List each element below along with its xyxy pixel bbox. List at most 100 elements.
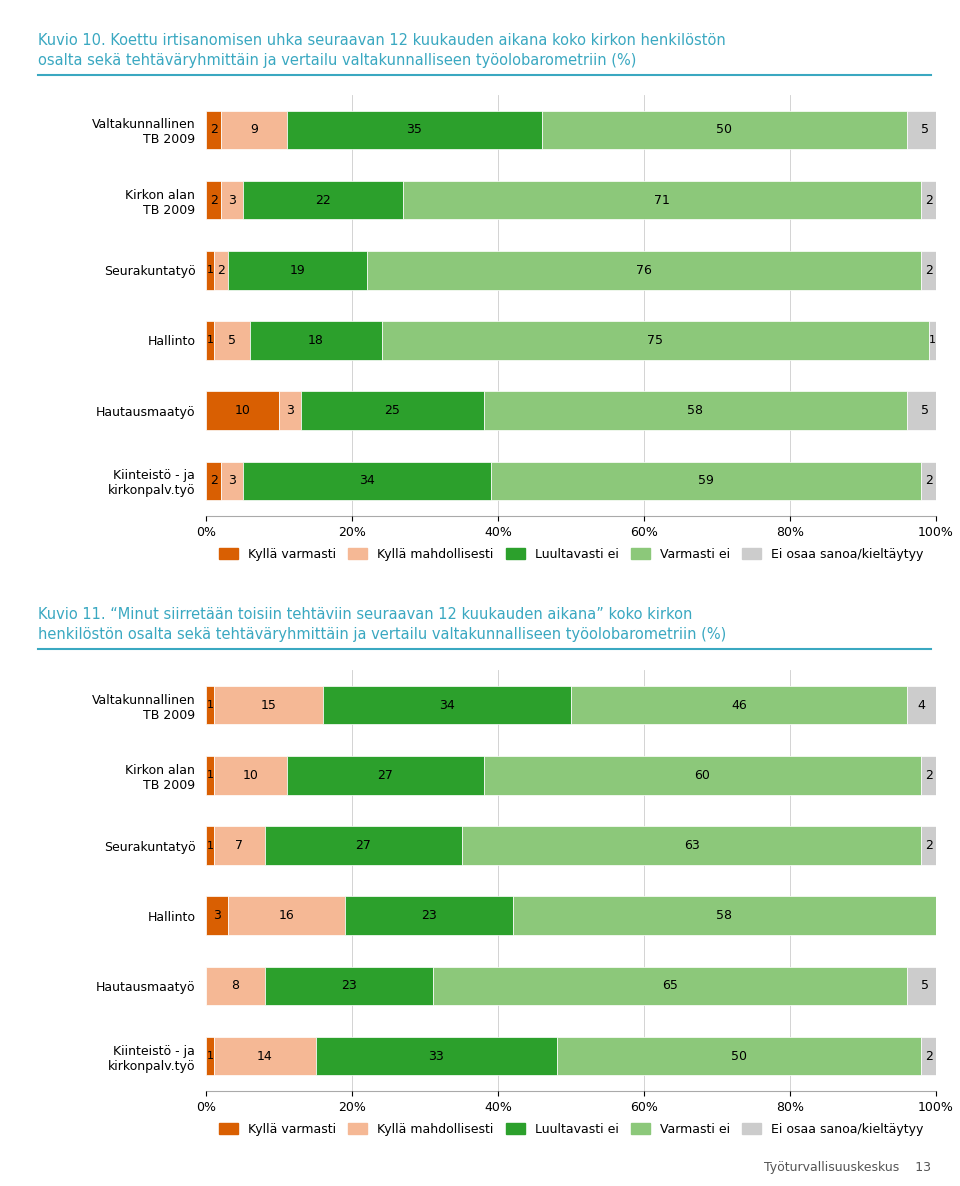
Text: 1: 1 [206, 336, 213, 345]
Bar [484, 391, 907, 431]
Bar [345, 897, 513, 935]
Bar [221, 180, 243, 219]
Bar [907, 967, 944, 1006]
Text: 65: 65 [661, 980, 678, 993]
Bar [206, 1037, 214, 1076]
Text: 71: 71 [655, 193, 670, 206]
Bar [251, 321, 381, 359]
Bar [214, 251, 228, 289]
Bar [228, 251, 367, 289]
Bar [214, 321, 251, 359]
Bar [287, 755, 484, 795]
Bar [316, 1037, 557, 1076]
Bar [433, 967, 907, 1006]
Text: Kuvio 10. Koettu irtisanomisen uhka seuraavan 12 kuukauden aikana koko kirkon he: Kuvio 10. Koettu irtisanomisen uhka seur… [38, 33, 726, 49]
Bar [484, 755, 922, 795]
Text: 10: 10 [242, 769, 258, 782]
Bar [922, 1037, 936, 1076]
Bar [214, 827, 265, 865]
Text: 2: 2 [924, 193, 933, 206]
Text: 59: 59 [698, 474, 714, 487]
Text: Työturvallisuuskeskus    13: Työturvallisuuskeskus 13 [764, 1161, 931, 1174]
Text: 3: 3 [228, 474, 236, 487]
Bar [542, 110, 907, 149]
Bar [206, 461, 221, 500]
Text: 18: 18 [308, 334, 324, 347]
Text: 22: 22 [315, 193, 331, 206]
Bar [571, 686, 907, 725]
Bar [557, 1037, 922, 1076]
Text: 2: 2 [209, 474, 218, 487]
Bar [206, 897, 228, 935]
Legend: Kyllä varmasti, Kyllä mahdollisesti, Luultavasti ei, Varmasti ei, Ei osaa sanoa/: Kyllä varmasti, Kyllä mahdollisesti, Luu… [214, 1118, 928, 1141]
Bar [206, 755, 214, 795]
Text: 23: 23 [421, 910, 437, 923]
Bar [206, 180, 221, 219]
Text: 2: 2 [924, 474, 933, 487]
Text: 3: 3 [213, 910, 222, 923]
Text: 1: 1 [929, 336, 936, 345]
Text: 7: 7 [235, 839, 243, 852]
Bar [922, 755, 936, 795]
Bar [221, 110, 287, 149]
Bar [491, 461, 922, 500]
Text: 2: 2 [209, 123, 218, 136]
Bar [214, 755, 287, 795]
Bar [928, 321, 936, 359]
Bar [922, 251, 936, 289]
Text: 5: 5 [921, 980, 929, 993]
Text: 58: 58 [716, 910, 732, 923]
Bar [214, 686, 324, 725]
Text: 33: 33 [428, 1050, 444, 1063]
Legend: Kyllä varmasti, Kyllä mahdollisesti, Luultavasti ei, Varmasti ei, Ei osaa sanoa/: Kyllä varmasti, Kyllä mahdollisesti, Luu… [214, 543, 928, 566]
Text: 50: 50 [731, 1050, 747, 1063]
Text: Kuvio 11. “Minut siirretään toisiin tehtäviin seuraavan 12 kuukauden aikana” kok: Kuvio 11. “Minut siirretään toisiin teht… [38, 607, 693, 623]
Text: 2: 2 [217, 263, 225, 276]
Text: 76: 76 [636, 263, 652, 276]
Text: 3: 3 [286, 404, 295, 417]
Text: 75: 75 [647, 334, 663, 347]
Bar [206, 391, 279, 431]
Text: 15: 15 [260, 699, 276, 712]
Bar [206, 967, 265, 1006]
Text: 5: 5 [921, 123, 929, 136]
Bar [243, 180, 403, 219]
Bar [265, 967, 433, 1006]
Bar [922, 180, 936, 219]
Bar [279, 391, 301, 431]
Text: 23: 23 [341, 980, 356, 993]
Text: 27: 27 [355, 839, 372, 852]
Text: 14: 14 [257, 1050, 273, 1063]
Bar [287, 110, 542, 149]
Text: 25: 25 [385, 404, 400, 417]
Text: 27: 27 [377, 769, 393, 782]
Bar [206, 321, 214, 359]
Text: 2: 2 [924, 263, 933, 276]
Text: 60: 60 [695, 769, 710, 782]
Text: 58: 58 [687, 404, 704, 417]
Text: 8: 8 [231, 980, 240, 993]
Text: 4: 4 [918, 699, 925, 712]
Text: 46: 46 [732, 699, 747, 712]
Text: 35: 35 [406, 123, 422, 136]
Text: 1: 1 [206, 841, 213, 850]
Text: 10: 10 [235, 404, 251, 417]
Text: 2: 2 [924, 769, 933, 782]
Bar [228, 897, 345, 935]
Text: 16: 16 [278, 910, 295, 923]
Bar [367, 251, 922, 289]
Bar [513, 897, 936, 935]
Bar [922, 827, 936, 865]
Bar [206, 110, 221, 149]
Text: henkilöstön osalta sekä tehtäväryhmittäin ja vertailu valtakunnalliseen työoloba: henkilöstön osalta sekä tehtäväryhmittäi… [38, 627, 727, 643]
Text: 5: 5 [228, 334, 236, 347]
Text: 2: 2 [209, 193, 218, 206]
Bar [462, 827, 922, 865]
Text: 34: 34 [440, 699, 455, 712]
Bar [243, 461, 491, 500]
Bar [206, 251, 214, 289]
Bar [403, 180, 922, 219]
Text: 3: 3 [228, 193, 236, 206]
Bar [301, 391, 484, 431]
Text: osalta sekä tehtäväryhmittäin ja vertailu valtakunnalliseen työolobarometriin (%: osalta sekä tehtäväryhmittäin ja vertail… [38, 53, 636, 69]
